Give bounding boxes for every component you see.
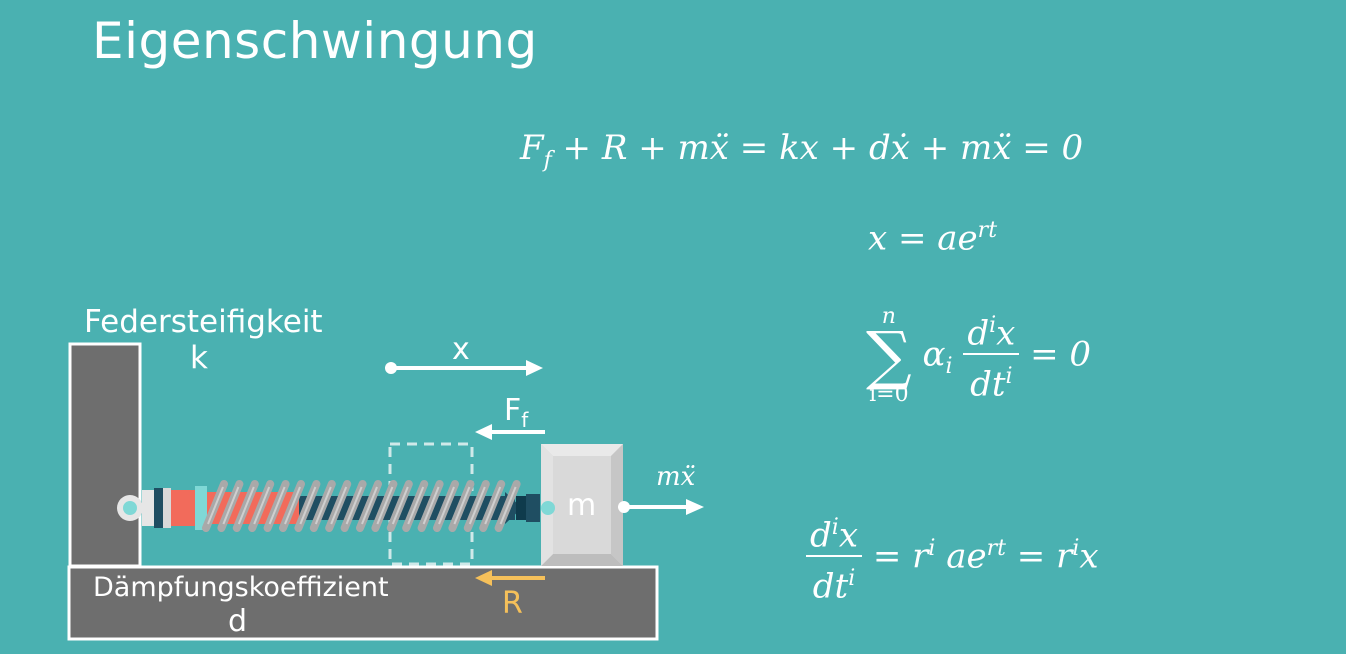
eq2-exponent: rt [977,218,998,243]
spring-coil-highlight [237,486,255,525]
eq3-den-sup: i [1005,364,1013,390]
eq4-mid1-sup: i [928,536,936,561]
eq2-lhs: x = ae [868,218,978,259]
eq4-mid2-sup: rt [986,536,1006,561]
eq3-num-sup: i [989,313,997,338]
eq3-alpha-sub: i [945,354,953,380]
inertia-label-var: ẍ [680,462,696,492]
spring-coil-highlight [345,486,363,525]
eq3-den-dt: dt [970,364,1006,405]
stiffness-symbol: k [190,340,208,376]
eq4-mid3: = r [1005,536,1073,577]
eq4-end: x [1079,536,1099,577]
spring-coil-highlight [284,486,301,525]
inertia-label-base: m [656,462,681,492]
eq1-rest: + R + mẍ = kx + dẋ + mẍ = 0 [551,128,1084,168]
eq4-mid1: = r [872,536,929,577]
spring [202,480,521,532]
spring-coil-highlight [376,486,394,525]
eq1-spring-force-sub: f [543,147,552,173]
inertia-label: mẍ [656,462,695,492]
mass-block [541,444,623,566]
spring-force-label: Ff [504,393,528,432]
mass-label: m [567,488,597,523]
eq4-den-sup: i [848,566,856,592]
spring-coil-highlight [499,486,517,525]
mass-bevel [541,444,623,456]
eq4-num-d: d [810,515,832,556]
eq4-mid3-sup: i [1072,536,1080,561]
spring-coil-highlight [330,486,348,525]
sum-operator: n ∑ i=0 [866,306,912,406]
stiffness-label: Federsteifigkeit [84,304,323,340]
displacement-label: x [452,332,470,367]
eq4-fraction: dix dti [806,508,862,609]
sum-upper-limit: n [881,304,896,330]
resistance-label: R [502,586,523,621]
damping-symbol: d [228,604,248,639]
spring-coil-highlight [207,486,224,525]
damping-label: Dämpfungskoeffizient [93,572,389,603]
spring-coil-highlight [438,486,455,525]
spring-coil-highlight [422,486,440,525]
spring-coil-highlight [361,486,378,525]
spring-coil-highlight [299,486,317,525]
equation-motion: Ff + R + mẍ = kx + dẋ + mẍ = 0 [520,128,1083,173]
spring-force-symbol: F [504,393,522,428]
eq3-alpha: α [922,334,946,375]
spring-force-sub: f [521,408,529,432]
eq3-rhs: = 0 [1030,334,1092,375]
sum-lower-limit: i=0 [869,382,909,408]
mass-pivot [541,501,555,515]
spring-coil-highlight [391,486,409,525]
eq3-fraction: dix dti [963,306,1020,407]
page-title: Eigenschwingung [92,12,538,70]
wall [68,342,142,568]
eq4-den-dt: dt [812,566,849,607]
spring-coil-highlight [268,486,286,525]
equation-ansatz: x = aert [868,218,997,258]
eq3-num-d: d [967,313,990,354]
spring-coil-highlight [468,486,486,525]
eq4-num-x: x [838,515,858,556]
damper-cylinder [171,490,195,526]
spring-coil-highlight [222,486,240,525]
spring-coil-highlight [314,486,332,525]
sigma-symbol: ∑ [866,319,912,394]
equation-sum: n ∑ i=0 αi dix dti = 0 [866,306,1091,407]
spring-coil-highlight [407,486,425,525]
spring-coil-highlight [253,486,271,525]
spring-coil-highlight [453,486,471,525]
eq1-spring-force: F [520,128,544,168]
eq4-num-sup: i [831,515,839,540]
ground [67,565,659,641]
spring-coil-highlight [484,486,502,525]
eq4-mid2: ae [935,536,987,577]
eq3-num-x: x [996,313,1016,354]
equation-derivative: dix dti = ri aert = rix [806,508,1099,609]
